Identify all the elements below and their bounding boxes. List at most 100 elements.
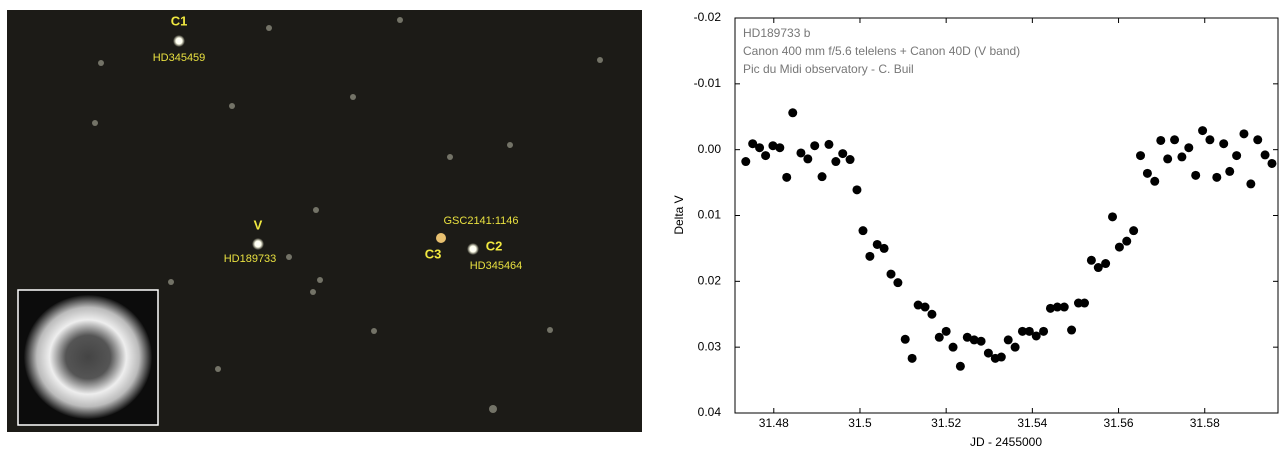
x-tick-label: 31.54 <box>1017 416 1047 430</box>
data-point <box>996 352 1006 362</box>
data-point <box>1163 154 1173 164</box>
data-point <box>893 278 903 288</box>
data-point <box>1052 302 1062 312</box>
y-axis-label: Delta V <box>672 195 686 234</box>
data-point <box>1024 326 1034 336</box>
data-point <box>865 251 875 261</box>
data-point <box>1225 166 1235 176</box>
star-label: C2 <box>486 238 503 253</box>
data-point <box>1031 331 1041 341</box>
data-point <box>872 239 882 249</box>
data-point <box>782 172 792 182</box>
data-point <box>941 326 951 336</box>
data-point <box>1219 139 1229 149</box>
y-tick-label: 0.02 <box>698 274 722 288</box>
data-point <box>1067 325 1077 335</box>
x-tick-label: 31.52 <box>931 416 961 430</box>
star-field: C1 HD345459 V HD189733 GSC2141:1146 C3 C… <box>7 10 642 432</box>
data-point <box>1150 176 1160 186</box>
data-point <box>1086 255 1096 265</box>
x-tick-label: 31.48 <box>759 416 789 430</box>
data-point <box>1239 129 1249 139</box>
data-point <box>1191 170 1201 180</box>
star-label: HD345464 <box>470 260 523 272</box>
data-point <box>1114 242 1124 252</box>
star-label: HD345459 <box>153 52 206 64</box>
data-point <box>962 332 972 342</box>
data-point <box>845 155 855 165</box>
data-point <box>983 348 993 358</box>
data-point <box>1093 263 1103 273</box>
data-point <box>1205 135 1215 145</box>
data-point <box>1017 326 1027 336</box>
y-tick-label: -0.02 <box>694 10 722 24</box>
x-tick-label: 31.56 <box>1104 416 1134 430</box>
data-point <box>976 336 986 346</box>
data-point <box>831 157 841 167</box>
data-point <box>1080 298 1090 308</box>
data-point <box>913 300 923 310</box>
data-point <box>1039 326 1049 336</box>
data-point <box>1267 158 1277 168</box>
data-point <box>1108 212 1118 222</box>
y-tick-label: 0.00 <box>698 142 722 156</box>
y-tick-label: 0.01 <box>698 208 722 222</box>
annotation: HD189733 b <box>743 26 811 40</box>
data-point <box>775 143 785 153</box>
y-tick-label: 0.04 <box>698 405 722 419</box>
star-label: V <box>254 217 263 232</box>
data-point <box>852 185 862 195</box>
data-point <box>768 141 778 151</box>
data-point <box>1170 135 1180 145</box>
data-point <box>1142 168 1152 178</box>
data-point <box>1212 172 1222 182</box>
data-point <box>907 353 917 363</box>
data-point <box>761 151 771 161</box>
data-point <box>748 139 758 149</box>
data-point <box>817 172 827 182</box>
data-point <box>1003 335 1013 345</box>
inset-ring <box>24 295 152 419</box>
data-point <box>1059 302 1069 312</box>
data-point <box>858 226 868 236</box>
star-label: C1 <box>171 13 188 28</box>
data-point <box>1260 150 1270 160</box>
y-tick-label: 0.03 <box>698 339 722 353</box>
star-label: HD189733 <box>224 253 277 265</box>
data-point <box>927 309 937 319</box>
data-point <box>1246 179 1256 189</box>
data-point <box>920 302 930 312</box>
data-point <box>1045 303 1055 313</box>
data-point <box>1129 226 1139 236</box>
data-point <box>1101 259 1111 269</box>
data-point <box>1253 135 1263 145</box>
data-point <box>948 342 958 352</box>
data-point <box>838 149 848 159</box>
data-point <box>969 335 979 345</box>
data-point <box>934 332 944 342</box>
data-point <box>755 143 765 153</box>
x-tick-label: 31.58 <box>1190 416 1220 430</box>
star-label: C3 <box>425 246 442 261</box>
data-point <box>1177 152 1187 162</box>
data-point <box>1184 143 1194 153</box>
data-point <box>1232 151 1242 161</box>
data-point <box>803 154 813 164</box>
data-point <box>1198 126 1208 136</box>
x-axis-label: JD - 2455000 <box>970 435 1042 449</box>
data-point <box>1010 342 1020 352</box>
data-point <box>810 141 820 151</box>
star-label: GSC2141:1146 <box>443 215 518 227</box>
data-point <box>900 334 910 344</box>
data-point <box>886 269 896 279</box>
x-tick-label: 31.5 <box>848 416 872 430</box>
data-point <box>1156 135 1166 145</box>
data-point <box>788 108 798 118</box>
stars <box>92 17 603 413</box>
y-tick-label: -0.01 <box>694 76 722 90</box>
data-point <box>1136 151 1146 161</box>
annotation: Canon 400 mm f/5.6 telelens + Canon 40D … <box>743 44 1020 58</box>
data-point <box>1122 236 1132 246</box>
